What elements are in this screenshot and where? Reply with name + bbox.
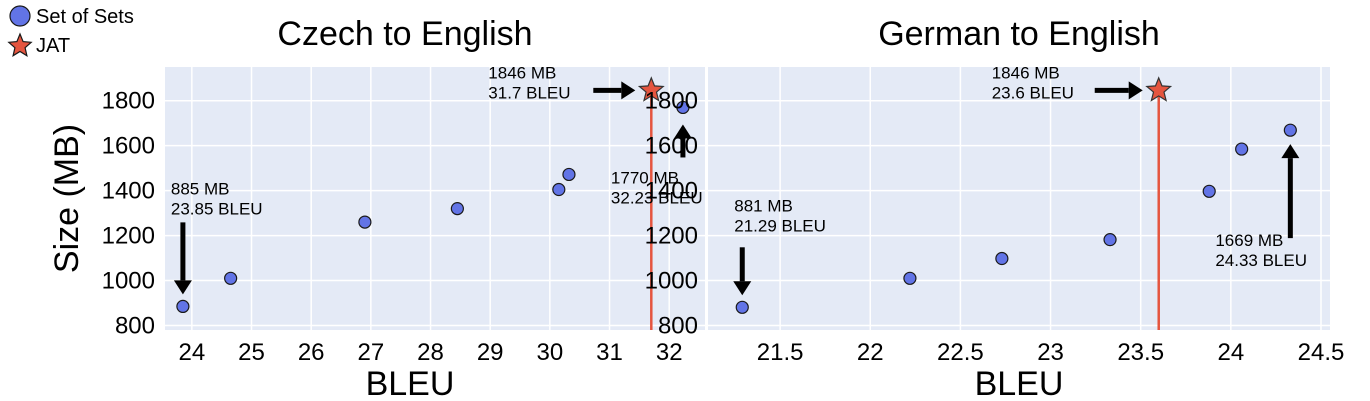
czech-x-tick-label: 30 — [537, 339, 564, 366]
czech-y-tick-label: 1600 — [102, 133, 155, 160]
legend-set-of-sets-marker — [9, 5, 31, 27]
german-set-of-sets-point — [995, 251, 1009, 266]
czech-x-tick-label: 28 — [417, 339, 444, 366]
czech-set-of-sets-point — [450, 202, 464, 216]
czech-set-of-sets-point — [176, 299, 190, 313]
czech-set-of-sets-point — [676, 100, 690, 115]
czech-y-tick-label: 1000 — [102, 268, 155, 295]
german-y-tick-label: 1000 — [645, 268, 698, 295]
german-set-of-sets-point — [1103, 233, 1117, 247]
german-annotation-text: 23.6 BLEU — [992, 83, 1074, 102]
czech-set-of-sets-point — [224, 271, 238, 285]
czech-y-axis-label: Size (MB) — [48, 124, 86, 273]
german-x-tick-label: 24.5 — [1298, 339, 1345, 366]
czech-x-tick-label: 25 — [238, 339, 265, 366]
czech-plot-area — [165, 67, 705, 330]
czech-y-tick-label: 1400 — [102, 178, 155, 205]
chart-german-to-english: 21.5 22 22.5 23 23.5 24 24.5 800 1000 1200 1400 160… — [645, 15, 1345, 401]
german-x-tick-label: 21.5 — [757, 339, 804, 366]
german-annotation-arrow-head — [1128, 81, 1143, 100]
czech-y-tick-label: 1200 — [102, 223, 155, 250]
german-x-tick-label: 23 — [1037, 339, 1064, 366]
czech-jat-point — [637, 76, 665, 102]
czech-x-tick-label: 27 — [358, 339, 385, 366]
czech-annotation-text: 1770 MB — [611, 168, 679, 187]
czech-y-tick-label: 1800 — [102, 88, 155, 115]
czech-x-tick-label: 32 — [656, 339, 683, 366]
german-x-axis-label: BLEU — [975, 365, 1064, 401]
legend-set-of-sets-label: Set of Sets — [36, 6, 134, 28]
czech-annotation-arrow-head — [673, 124, 692, 139]
german-x-tick-label: 22.5 — [937, 339, 984, 366]
german-annotation-arrow-head — [733, 281, 752, 296]
german-y-tick-label: 800 — [658, 313, 698, 340]
german-set-of-sets-point — [735, 300, 749, 314]
czech-y-tick-label: 800 — [115, 313, 155, 340]
czech-set-of-sets-point — [358, 215, 372, 229]
chart-czech-to-english: 24 25 26 27 28 29 30 31 328001000120014001600180… — [48, 15, 705, 401]
german-annotation-text: 881 MB — [734, 196, 793, 215]
german-set-of-sets-point — [1235, 142, 1249, 156]
czech-annotation-arrow-head — [173, 280, 192, 295]
german-jat-point — [1145, 76, 1173, 102]
czech-annotation-text: 32.23 BLEU — [611, 188, 703, 207]
german-annotation-text: 1669 MB — [1215, 231, 1283, 250]
german-title: German to English — [878, 15, 1160, 53]
german-plot-area — [708, 67, 1330, 330]
czech-set-of-sets-point — [552, 182, 566, 197]
czech-annotation-text: 885 MB — [171, 179, 230, 198]
czech-x-tick-label: 31 — [596, 339, 623, 366]
czech-set-of-sets-point — [562, 167, 576, 182]
german-y-tick-label: 1800 — [645, 88, 698, 115]
german-annotation-text: 24.33 BLEU — [1215, 251, 1307, 270]
german-set-of-sets-point — [1283, 123, 1297, 137]
german-y-tick-label: 1200 — [645, 223, 698, 250]
german-annotation-text: 21.29 BLEU — [734, 216, 826, 235]
legend: Set of Sets JAT — [7, 5, 134, 57]
german-set-of-sets-point — [903, 271, 917, 285]
german-x-tick-label: 24 — [1217, 339, 1244, 366]
czech-annotation-arrow-head — [621, 81, 636, 100]
legend-jat-marker — [7, 32, 33, 57]
german-x-tick-label: 23.5 — [1117, 339, 1164, 366]
czech-title: Czech to English — [277, 15, 532, 53]
german-set-of-sets-point — [1202, 184, 1216, 198]
german-y-tick-label: 1600 — [645, 133, 698, 160]
czech-annotation-text: 23.85 BLEU — [171, 199, 263, 218]
german-annotation-arrow-head — [1281, 144, 1300, 159]
czech-x-axis-label: BLEU — [366, 365, 455, 401]
german-annotation-text: 1846 MB — [992, 63, 1060, 82]
czech-x-tick-label: 29 — [477, 339, 504, 366]
legend-jat-label: JAT — [36, 35, 70, 57]
czech-annotation-text: 1846 MB — [488, 63, 556, 82]
german-x-tick-label: 22 — [857, 339, 884, 366]
czech-x-tick-label: 26 — [298, 339, 325, 366]
czech-annotation-text: 31.7 BLEU — [488, 83, 570, 102]
german-y-tick-label: 1400 — [645, 178, 698, 205]
czech-x-tick-label: 24 — [178, 339, 205, 366]
